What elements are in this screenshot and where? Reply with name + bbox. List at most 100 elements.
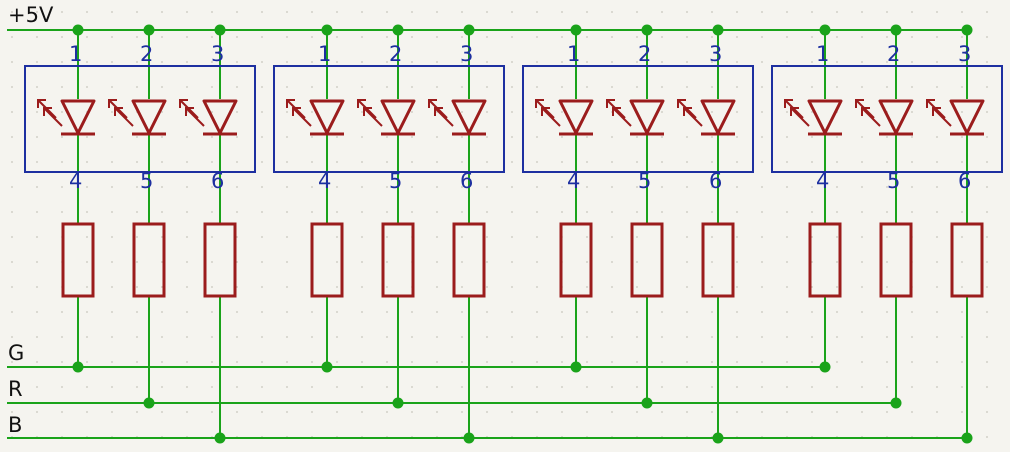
pin-number-bottom: 6 [709, 169, 722, 193]
led-diode-triangle [60, 99, 96, 135]
pin-number-bottom: 6 [958, 169, 971, 193]
led-emission-arrow [363, 107, 383, 127]
led-module-box [24, 65, 256, 173]
led-emission-arrowhead [932, 107, 941, 116]
led-emission-arrowhead [606, 99, 615, 108]
pin-number-bottom: 5 [140, 169, 153, 193]
led-emission-arrowhead [541, 107, 550, 116]
pin-number-bottom: 4 [318, 169, 331, 193]
led-diode-triangle [700, 99, 736, 135]
vcc-junction [214, 24, 226, 36]
net-label-r: R [8, 377, 23, 401]
b-junction [961, 432, 973, 444]
net-label-b: B [8, 413, 22, 437]
vcc-junction [819, 24, 831, 36]
junctions-layer [72, 24, 973, 444]
pin-number-bottom: 6 [211, 169, 224, 193]
led-diode-triangle [131, 99, 167, 135]
led-emission-arrow [790, 107, 810, 127]
led-emission-arrowhead [677, 99, 686, 108]
b-junction [712, 432, 724, 444]
pin-number-bottom: 4 [567, 169, 580, 193]
vcc-junction [392, 24, 404, 36]
led-emission-arrow [43, 107, 63, 127]
resistor [950, 222, 984, 298]
led-emission-arrowhead [434, 107, 443, 116]
pin-number-top: 2 [638, 42, 651, 66]
led-emission-arrow [932, 107, 952, 127]
r-junction [641, 397, 653, 409]
g-junction [570, 361, 582, 373]
pin-number-top: 1 [816, 42, 829, 66]
resistor [452, 222, 486, 298]
led-emission-arrowhead [357, 99, 366, 108]
pin-number-top: 3 [211, 42, 224, 66]
led-emission-arrow [683, 107, 703, 127]
led-emission-arrow [292, 107, 312, 127]
led-diode-triangle [309, 99, 345, 135]
net-label-g: G [8, 341, 24, 365]
led-emission-arrowhead [185, 107, 194, 116]
led-emission-arrowhead [286, 99, 295, 108]
led-emission-arrow [434, 107, 454, 127]
net-label-vcc: +5V [8, 3, 54, 27]
resistor [381, 222, 415, 298]
led-emission-arrowhead [790, 107, 799, 116]
resistor [808, 222, 842, 298]
pin-number-top: 3 [709, 42, 722, 66]
led-diode-triangle [558, 99, 594, 135]
r-junction [143, 397, 155, 409]
pin-number-top: 2 [887, 42, 900, 66]
pin-number-bottom: 5 [389, 169, 402, 193]
pin-number-bottom: 6 [460, 169, 473, 193]
pin-number-bottom: 5 [638, 169, 651, 193]
resistor [310, 222, 344, 298]
vcc-junction [890, 24, 902, 36]
led-module-box [522, 65, 754, 173]
r-junction [392, 397, 404, 409]
led-emission-arrow [861, 107, 881, 127]
pin-number-bottom: 5 [887, 169, 900, 193]
led-emission-arrowhead [428, 99, 437, 108]
pin-number-top: 1 [318, 42, 331, 66]
resistor [701, 222, 735, 298]
led-emission-arrow [612, 107, 632, 127]
led-emission-arrowhead [363, 107, 372, 116]
led-emission-arrowhead [37, 99, 46, 108]
pin-number-bottom: 4 [69, 169, 82, 193]
led-emission-arrowhead [926, 99, 935, 108]
resistor [203, 222, 237, 298]
led-emission-arrowhead [292, 107, 301, 116]
pin-number-top: 3 [460, 42, 473, 66]
led-emission-arrowhead [179, 99, 188, 108]
vcc-junction [961, 24, 973, 36]
led-emission-arrowhead [861, 107, 870, 116]
resistor [132, 222, 166, 298]
led-diode-triangle [878, 99, 914, 135]
vcc-junction [321, 24, 333, 36]
led-emission-arrow [114, 107, 134, 127]
led-diode-triangle [629, 99, 665, 135]
led-modules-layer: 1 4 2 5 3 6 1 4 2 5 3 6 1 4 2 5 3 6 1 4 2 5 3 6 [24, 42, 1003, 193]
led-emission-arrowhead [43, 107, 52, 116]
resistor [879, 222, 913, 298]
led-emission-arrowhead [683, 107, 692, 116]
pin-number-top: 3 [958, 42, 971, 66]
resistor [61, 222, 95, 298]
vcc-junction [712, 24, 724, 36]
pin-number-top: 2 [389, 42, 402, 66]
led-diode-triangle [380, 99, 416, 135]
led-emission-arrowhead [114, 107, 123, 116]
led-emission-arrowhead [108, 99, 117, 108]
g-junction [819, 361, 831, 373]
vcc-junction [570, 24, 582, 36]
r-junction [890, 397, 902, 409]
b-junction [463, 432, 475, 444]
vcc-junction [641, 24, 653, 36]
b-junction [214, 432, 226, 444]
led-diode-triangle [202, 99, 238, 135]
vcc-junction [72, 24, 84, 36]
resistors-layer [61, 222, 984, 298]
g-junction [72, 361, 84, 373]
